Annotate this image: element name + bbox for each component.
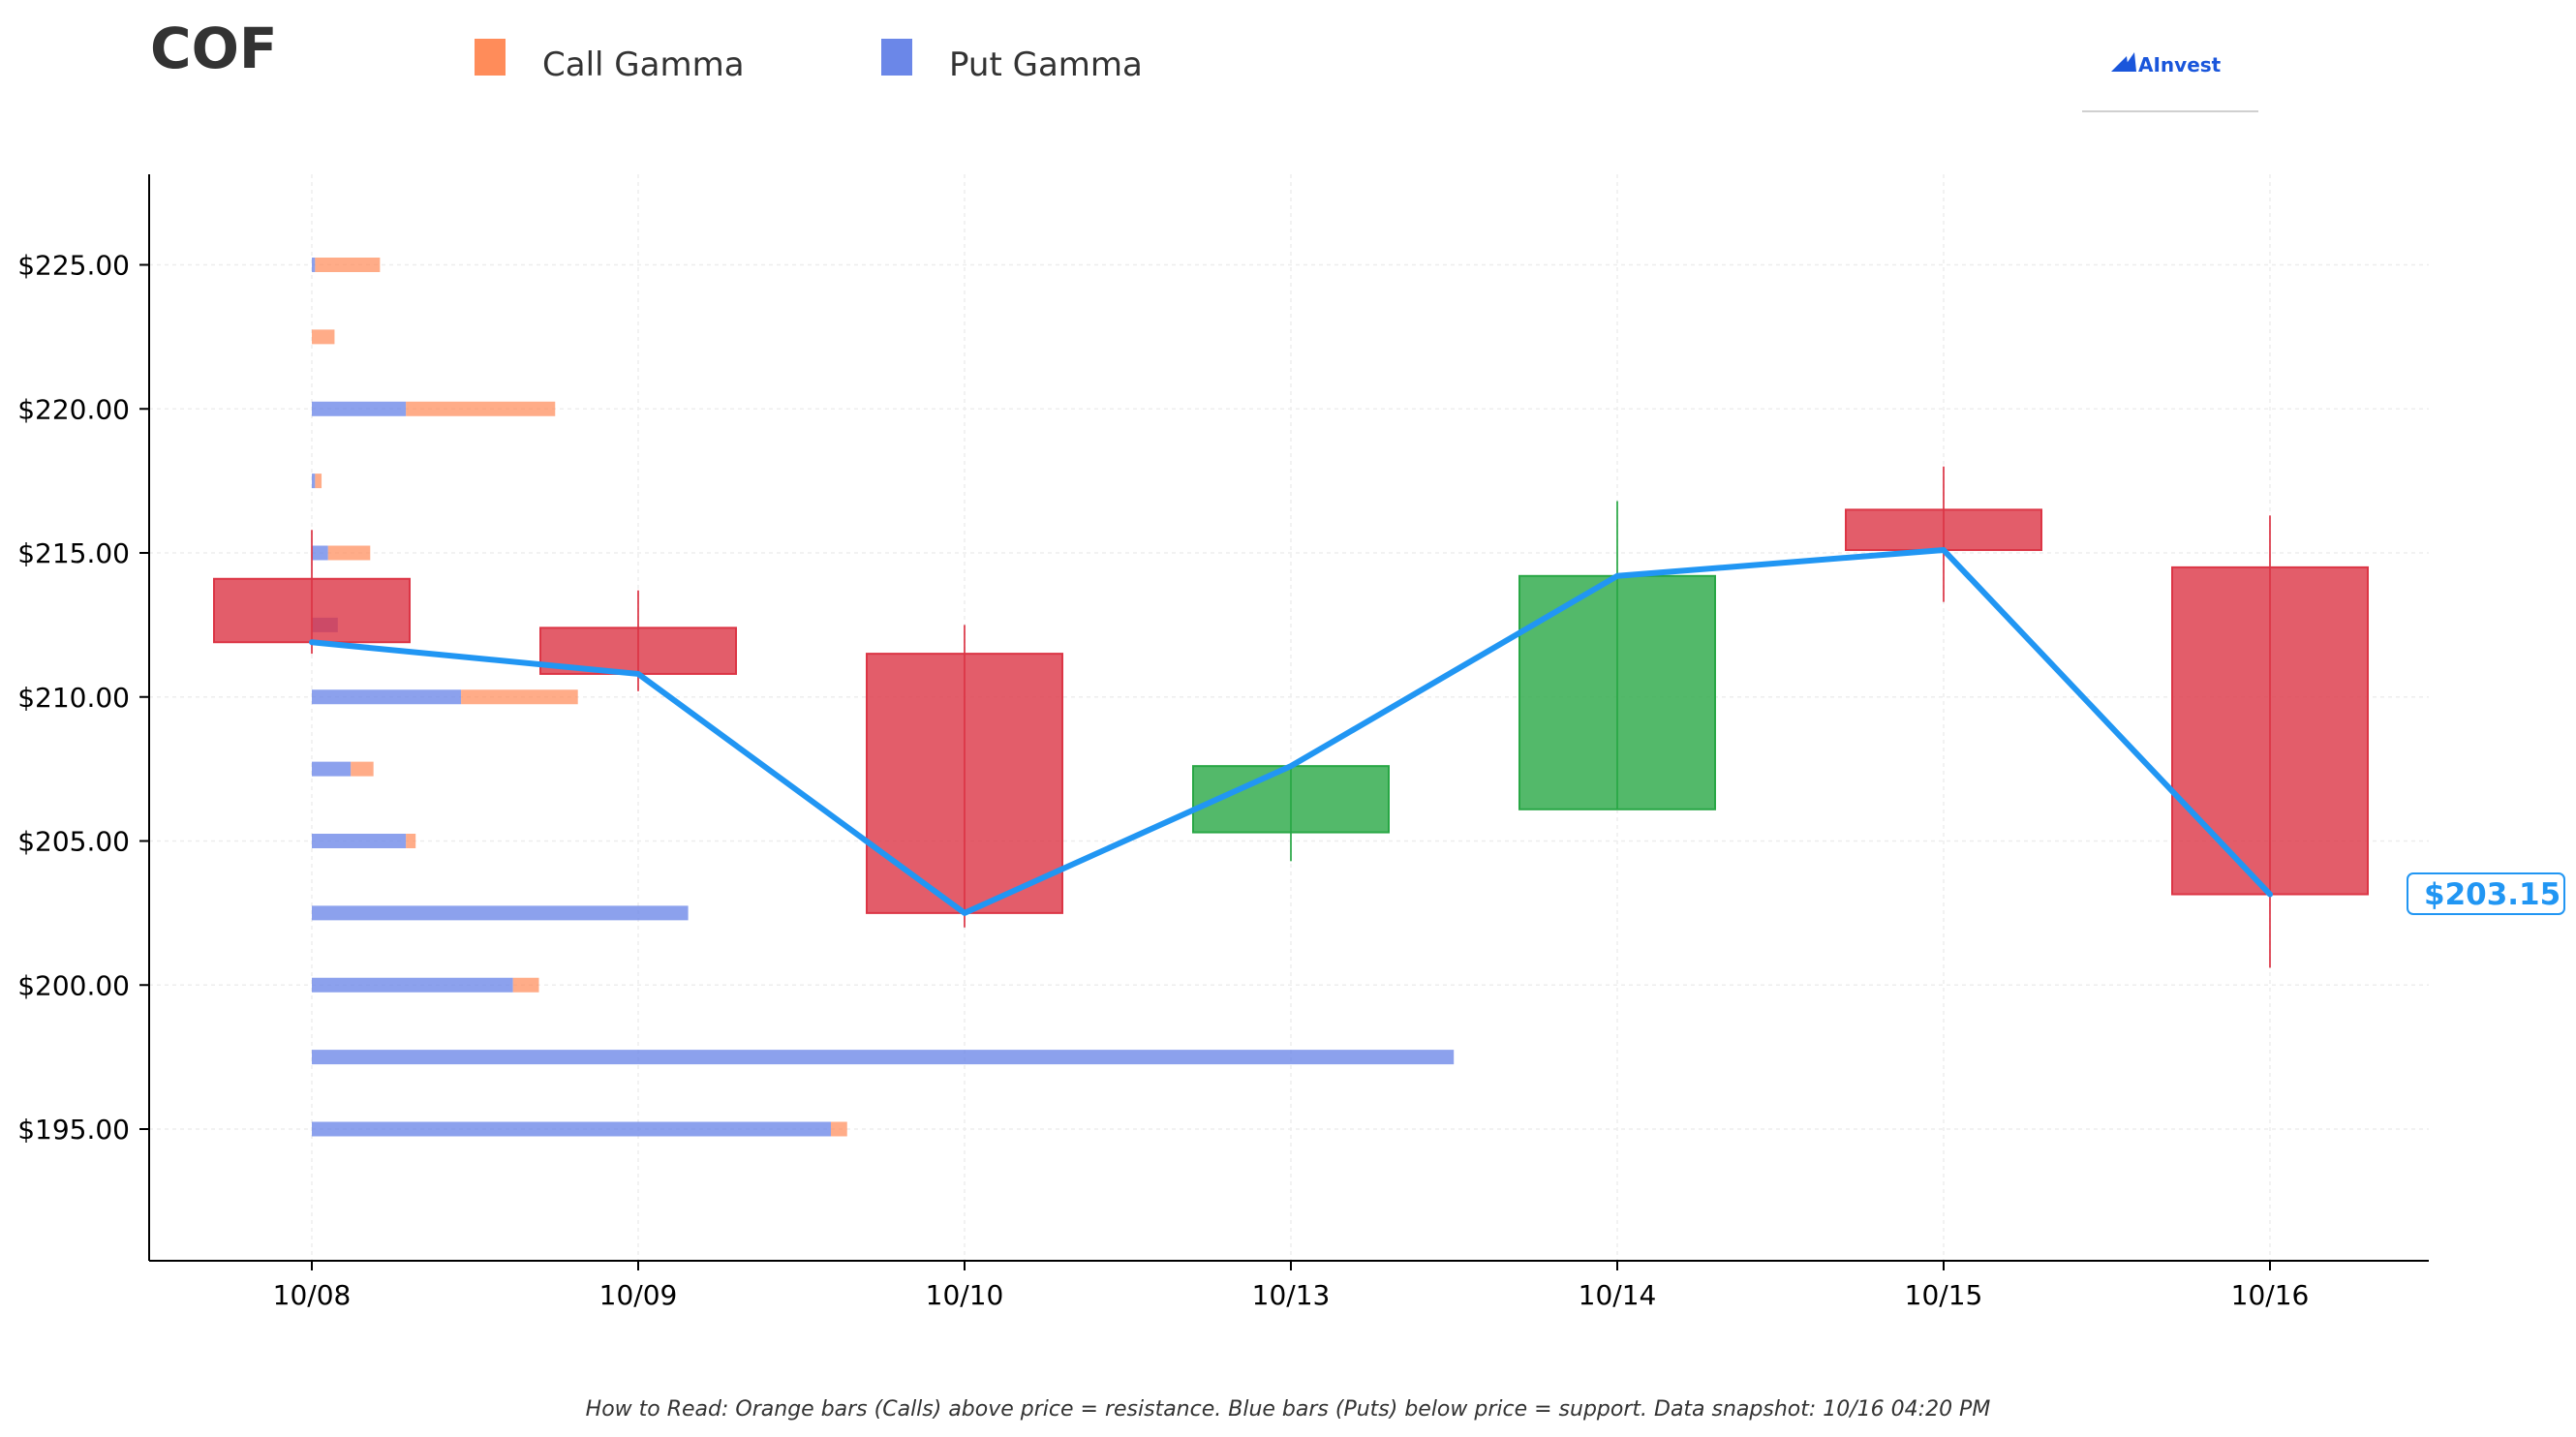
candle-body (1192, 765, 1390, 834)
brand-logo: AInvest (2082, 52, 2258, 112)
call-gamma-bar (315, 474, 322, 489)
x-tick-label: 10/09 (599, 1279, 678, 1311)
x-ticks: 10/08 10/09 10/10 10/13 10/14 10/15 10/16 (273, 1261, 2310, 1311)
close-line-path (309, 547, 2273, 916)
call-gamma-bar (315, 258, 381, 272)
call-gamma-bar (461, 689, 578, 705)
put-gamma-bar (312, 761, 352, 777)
put-gamma-bar (312, 1121, 831, 1137)
x-tick-label: 10/13 (1252, 1279, 1331, 1311)
candlesticks (213, 466, 2369, 968)
candle-body (1845, 508, 2042, 552)
y-tick-label: $210.00 (17, 682, 130, 714)
call-gamma-bar (406, 834, 416, 848)
footer-note: How to Read: Orange bars (Calls) above p… (586, 1397, 1991, 1422)
call-gamma-bar (327, 545, 371, 561)
candle-body (866, 653, 1063, 914)
y-tick-label: $195.00 (17, 1114, 130, 1146)
call-gamma-legend-swatch (475, 39, 506, 76)
put-gamma-bar (312, 258, 316, 272)
candle-body (1518, 574, 1716, 810)
call-gamma-bar (831, 1121, 847, 1137)
put-gamma-bar (312, 689, 462, 705)
x-tick-label: 10/08 (273, 1279, 352, 1311)
x-tick-label: 10/10 (926, 1279, 1004, 1311)
put-gamma-bar (312, 401, 407, 416)
ainvest-logo-icon (2111, 52, 2136, 72)
close-price-line (309, 547, 2273, 916)
call-gamma-bar (312, 329, 335, 345)
put-gamma-bar (312, 977, 513, 993)
y-tick-label: $215.00 (17, 537, 130, 569)
brand-name: AInvest (2138, 53, 2222, 76)
legend: Call Gamma Put Gamma (475, 39, 1143, 84)
y-ticks: $195.00 $200.00 $205.00 $210.00 $215.00 $220.… (17, 250, 149, 1146)
axes (148, 174, 2429, 1262)
candle-body (2171, 566, 2369, 896)
put-gamma-legend-label: Put Gamma (949, 46, 1143, 84)
call-gamma-legend-label: Call Gamma (542, 46, 745, 84)
last-price-box: $203.15 (2407, 872, 2565, 915)
call-gamma-bar (406, 401, 556, 416)
ticker-title: COF (150, 15, 278, 81)
put-gamma-bar (312, 834, 407, 848)
x-tick-label: 10/14 (1579, 1279, 1657, 1311)
put-gamma-bar (312, 474, 316, 489)
call-gamma-bar (512, 977, 539, 993)
candle-body (213, 577, 411, 644)
y-tick-label: $205.00 (17, 826, 130, 858)
put-gamma-bar (312, 545, 328, 561)
call-gamma-bar (351, 761, 374, 777)
y-tick-label: $200.00 (17, 969, 130, 1001)
y-tick-label: $220.00 (17, 393, 130, 425)
gamma-bars (312, 258, 1455, 1137)
put-gamma-legend-swatch (881, 39, 912, 76)
last-price-label: $203.15 (2424, 877, 2561, 912)
x-tick-label: 10/15 (1905, 1279, 1983, 1311)
last-price-badge (2407, 872, 2565, 915)
put-gamma-bar (312, 1050, 1455, 1065)
put-gamma-bar (312, 905, 689, 921)
x-tick-label: 10/16 (2231, 1279, 2310, 1311)
grid (149, 174, 2429, 1261)
y-tick-label: $225.00 (17, 250, 130, 282)
